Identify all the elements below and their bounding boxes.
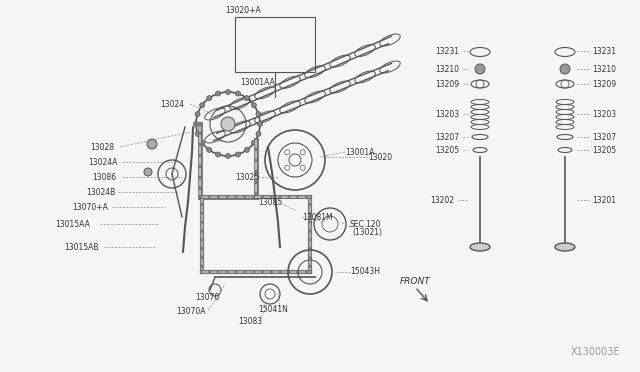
- Text: 13085: 13085: [258, 198, 282, 206]
- Text: 13070: 13070: [195, 292, 220, 301]
- Circle shape: [221, 117, 235, 131]
- Text: 13231: 13231: [435, 46, 459, 55]
- Circle shape: [257, 122, 262, 126]
- Circle shape: [244, 96, 250, 100]
- Text: 13231: 13231: [592, 46, 616, 55]
- Text: 13203: 13203: [592, 109, 616, 119]
- Text: 13210: 13210: [592, 64, 616, 74]
- Circle shape: [207, 147, 212, 153]
- Text: 13025: 13025: [235, 173, 259, 182]
- Circle shape: [195, 112, 200, 116]
- Text: FRONT: FRONT: [400, 278, 431, 286]
- Ellipse shape: [555, 243, 575, 251]
- Text: 13209: 13209: [592, 80, 616, 89]
- Text: 13001AA: 13001AA: [241, 77, 275, 87]
- Text: X130003E: X130003E: [570, 347, 620, 357]
- Text: 13201: 13201: [592, 196, 616, 205]
- Text: 13028: 13028: [90, 142, 114, 151]
- Text: 13024A: 13024A: [88, 157, 117, 167]
- Text: 13070+A: 13070+A: [72, 202, 108, 212]
- Circle shape: [244, 147, 250, 153]
- Text: (13021): (13021): [352, 228, 382, 237]
- Circle shape: [195, 131, 200, 137]
- Circle shape: [252, 140, 257, 145]
- Circle shape: [147, 139, 157, 149]
- Text: 15043H: 15043H: [350, 267, 380, 276]
- Circle shape: [200, 140, 205, 145]
- Circle shape: [256, 112, 261, 116]
- Text: 13020: 13020: [368, 153, 392, 161]
- Text: 15041N: 15041N: [258, 305, 288, 314]
- Ellipse shape: [470, 243, 490, 251]
- Circle shape: [193, 122, 198, 126]
- Circle shape: [225, 90, 230, 94]
- Text: 13205: 13205: [435, 145, 459, 154]
- Text: 13205: 13205: [592, 145, 616, 154]
- Text: 13203: 13203: [435, 109, 459, 119]
- Text: 13024B: 13024B: [86, 187, 115, 196]
- Text: 13024: 13024: [160, 99, 184, 109]
- Circle shape: [256, 131, 261, 137]
- Circle shape: [560, 64, 570, 74]
- Text: SEC.120: SEC.120: [350, 219, 381, 228]
- Text: 13015AA: 13015AA: [55, 219, 90, 228]
- Text: 13081M: 13081M: [302, 212, 333, 221]
- Circle shape: [475, 64, 485, 74]
- Text: 13202: 13202: [430, 196, 454, 205]
- Text: 13210: 13210: [435, 64, 459, 74]
- Circle shape: [207, 96, 212, 100]
- Circle shape: [225, 154, 230, 158]
- Bar: [235, 17, 315, 72]
- Text: 13207: 13207: [592, 132, 616, 141]
- Text: 13209: 13209: [435, 80, 459, 89]
- Text: 13015AB: 13015AB: [64, 243, 99, 251]
- Text: 13083: 13083: [238, 317, 262, 327]
- Circle shape: [236, 152, 241, 157]
- Text: 13086: 13086: [92, 173, 116, 182]
- Circle shape: [216, 152, 221, 157]
- Text: 13207: 13207: [435, 132, 459, 141]
- Circle shape: [216, 91, 221, 96]
- Text: 13070A: 13070A: [176, 308, 205, 317]
- Circle shape: [144, 168, 152, 176]
- Circle shape: [252, 103, 257, 108]
- Text: 13001A: 13001A: [345, 148, 374, 157]
- Circle shape: [200, 103, 205, 108]
- Text: 13020+A: 13020+A: [225, 6, 261, 15]
- Circle shape: [236, 91, 241, 96]
